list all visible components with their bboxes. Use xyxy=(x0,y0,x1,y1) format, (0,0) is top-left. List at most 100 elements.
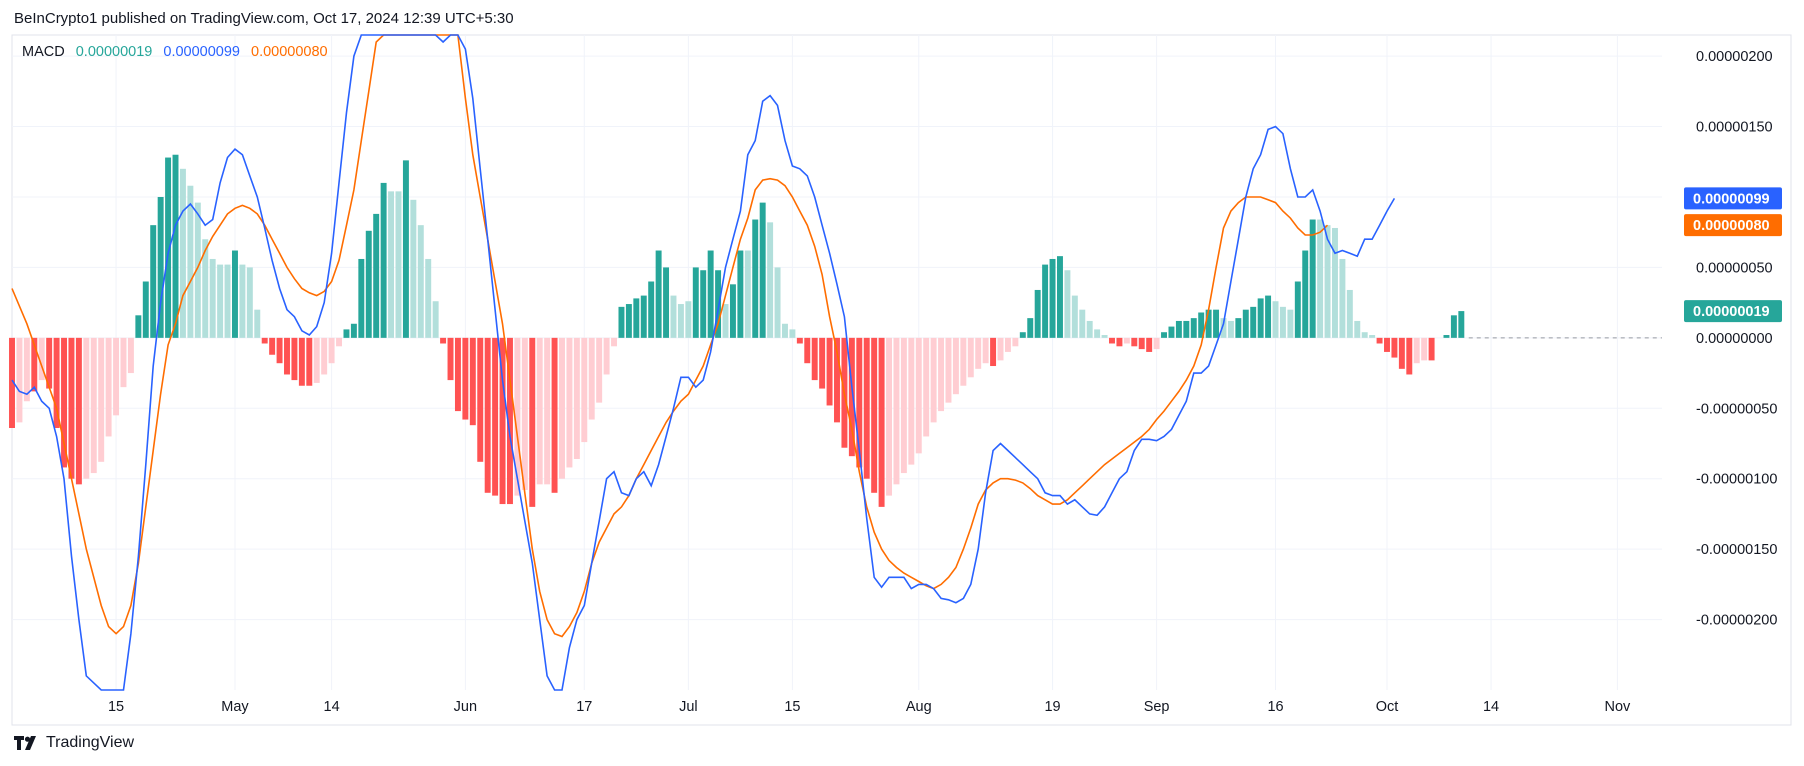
histogram-bar xyxy=(863,337,870,479)
histogram-bar xyxy=(284,337,290,375)
histogram-bar xyxy=(737,250,744,338)
histogram-bar xyxy=(782,323,788,338)
histogram-bar xyxy=(1004,337,1011,352)
histogram-bar xyxy=(1220,318,1227,338)
histogram-bar xyxy=(960,337,967,386)
histogram-bar xyxy=(53,337,60,428)
histogram-bar xyxy=(507,337,513,505)
histogram-bar xyxy=(700,270,707,338)
histogram-bar xyxy=(722,304,729,338)
histogram-bar xyxy=(1205,309,1212,338)
histogram-bar xyxy=(596,337,603,403)
histogram-bar xyxy=(157,196,164,338)
signal-line xyxy=(11,34,1329,638)
histogram-bar xyxy=(380,182,387,338)
histogram-bar xyxy=(1332,227,1338,338)
legend-histogram-value: 0.00000019 xyxy=(75,44,153,60)
histogram-bar xyxy=(945,337,952,403)
histogram-bar xyxy=(625,304,632,338)
histogram-bar xyxy=(254,309,261,338)
histogram-bar xyxy=(113,337,120,416)
histogram-bar xyxy=(611,337,617,347)
histogram-bar xyxy=(878,337,885,507)
histogram-bar xyxy=(1235,318,1242,338)
histogram-bar xyxy=(1190,318,1197,338)
histogram-bar xyxy=(1227,320,1234,338)
indicator-legend[interactable]: MACD 0.00000019 0.00000099 0.00000080 xyxy=(22,44,335,60)
histogram-bar xyxy=(1138,337,1145,350)
histogram-bar xyxy=(1361,332,1368,338)
y-tick-label: 0.00000150 xyxy=(1696,120,1773,136)
histogram-bar xyxy=(521,337,528,490)
histogram-bar xyxy=(811,337,818,381)
y-axis[interactable]: 0.000002000.000001500.000001000.00000050… xyxy=(1696,49,1777,628)
histogram-bar xyxy=(663,267,670,338)
histogram-bar xyxy=(871,337,878,493)
histogram-bar xyxy=(75,337,82,485)
macd-price-tag-label: 0.00000099 xyxy=(1693,191,1770,207)
histogram-bar xyxy=(826,337,833,406)
histogram-bar xyxy=(886,337,892,496)
histogram-bar xyxy=(1369,335,1376,338)
x-axis[interactable]: 15 May 14 Jun 17 Jul 15 Aug 19 Sep 16 Oct 14 Nov xyxy=(108,699,1631,715)
histogram-bar xyxy=(23,337,30,402)
histogram-bar xyxy=(1376,337,1383,344)
histogram-bar xyxy=(1101,335,1108,338)
histogram-bar xyxy=(98,337,105,462)
histogram-bar xyxy=(1458,311,1465,338)
histogram-bar xyxy=(172,154,179,338)
histogram-bar xyxy=(759,202,766,338)
histogram-bar xyxy=(715,270,722,338)
tradingview-branding[interactable]: TradingView xyxy=(14,734,134,752)
histogram-bar xyxy=(1257,298,1264,338)
histogram-bar xyxy=(484,337,491,493)
histogram-bar xyxy=(1057,256,1063,338)
macd-price-tag: 0.00000099 xyxy=(1684,187,1782,210)
histogram-bar xyxy=(432,301,439,338)
tradingview-brand-label: TradingView xyxy=(46,734,135,751)
histogram-bar xyxy=(217,264,224,338)
x-tick-label: 19 xyxy=(1044,699,1060,715)
histogram-bar xyxy=(1309,219,1316,338)
signal-price-tag-label: 0.00000080 xyxy=(1693,218,1770,234)
histogram-bar xyxy=(1012,337,1019,347)
histogram-bar xyxy=(298,337,305,386)
histogram-bar xyxy=(1443,335,1450,338)
histogram-bar xyxy=(1250,306,1257,338)
histogram-bar xyxy=(209,258,216,338)
histogram-bar xyxy=(729,284,736,338)
histogram-bar xyxy=(559,337,565,479)
histogram-bar xyxy=(551,337,558,493)
histogram-bar xyxy=(402,160,409,338)
histogram-bar xyxy=(83,337,90,479)
histogram-bar xyxy=(417,225,424,338)
histogram-bar xyxy=(923,337,930,437)
histogram-bar xyxy=(1421,337,1428,361)
histogram-bar xyxy=(261,337,268,344)
histogram-bar xyxy=(655,250,662,338)
histogram-bar xyxy=(1428,337,1435,361)
histogram-bar xyxy=(930,337,937,423)
histogram-bar xyxy=(1391,337,1398,358)
histogram-price-tag: 0.00000019 xyxy=(1684,300,1782,323)
price-tags: 0.00000099 0.00000080 0.00000019 xyxy=(1684,187,1782,323)
histogram-price-tag-label: 0.00000019 xyxy=(1693,304,1770,320)
histogram-bar xyxy=(618,306,625,338)
histogram-bar xyxy=(1339,258,1346,338)
y-tick-label: 0.00000050 xyxy=(1696,260,1773,276)
tradingview-logo-icon xyxy=(14,736,36,750)
histogram-bar xyxy=(982,337,989,364)
histogram-bar xyxy=(165,157,172,338)
histogram-bar xyxy=(291,337,298,381)
histogram-bar xyxy=(454,337,461,412)
histogram-bar xyxy=(358,258,365,338)
histogram-bar xyxy=(388,191,395,338)
histogram-bar xyxy=(105,337,112,437)
histogram-bar xyxy=(306,337,313,386)
histogram-bar xyxy=(952,337,959,395)
histogram-bar xyxy=(127,337,134,374)
histogram-bar xyxy=(1168,326,1175,338)
histogram-bar xyxy=(573,337,580,459)
histogram-bar xyxy=(1354,320,1361,338)
